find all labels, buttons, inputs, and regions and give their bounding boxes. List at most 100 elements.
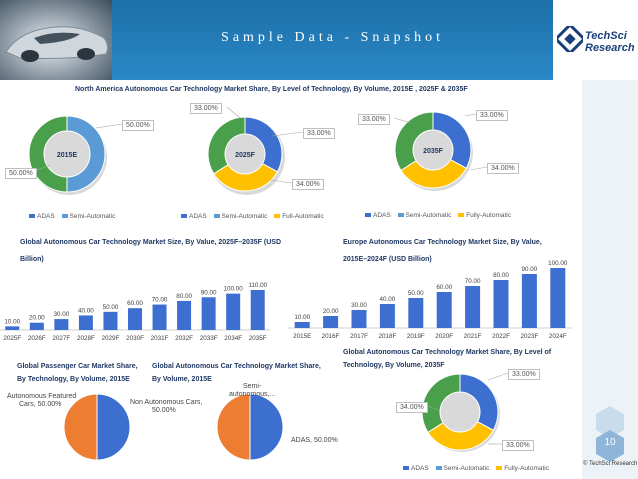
legend-adas: ADAS <box>373 212 391 219</box>
na2015-slice-1 <box>66 115 106 193</box>
europe-value-data-label-5: 50.00 <box>408 290 424 297</box>
global-value-tick-label-10: 2034F <box>224 335 242 342</box>
europe-value-data-label-3: 30.00 <box>351 302 367 309</box>
na2015-label-semi: 50.00% <box>122 120 154 131</box>
global-value-tick-label-4: 2028F <box>77 335 95 342</box>
legend-swatch-semi <box>61 214 68 219</box>
global-value-bar-2 <box>29 322 44 330</box>
global2015-title-2: By Volume, 2015E <box>152 376 212 383</box>
europe-value-title-1: Europe Autonomous Car Technology Market … <box>343 239 542 246</box>
passenger-label-auto-2: Cars, 50.00% <box>19 401 62 408</box>
global-value-bar-6 <box>128 308 142 330</box>
global2035-title-2: Technology, By Volume, 2035F <box>343 362 445 369</box>
europe-value-bar-8 <box>493 280 509 328</box>
na2025-legend: ADAS Semi-Automatic Full-Automatic <box>176 213 324 220</box>
leader-line-4 <box>271 131 304 137</box>
global2015-slice-1 <box>249 393 284 461</box>
global-value-data-label-1: 10.00 <box>4 318 20 325</box>
global2035-label-full: 34.00% <box>396 402 428 413</box>
na2035-slice-3 <box>394 111 434 172</box>
global2015-label-adas: ADAS, 50.00% <box>291 437 338 444</box>
global-value-data-label-10: 100.00 <box>224 286 244 293</box>
global-value-title-2: Billion) <box>20 256 44 263</box>
legend-swatch-semi <box>435 466 442 471</box>
global2035-legend: ADAS Semi-Automatic Fully-Automatic <box>398 465 549 472</box>
global-value-tick-label-1: 2025F <box>3 335 21 342</box>
na2035-label-semi: 33.00% <box>476 110 508 121</box>
na2015-label-adas: 50.00% <box>5 168 37 179</box>
na2025-center-label: 2025F <box>235 152 256 159</box>
global-value-data-label-8: 80.00 <box>176 293 192 300</box>
legend-semi: Semi-Automatic <box>221 213 268 220</box>
global-value-bar-7 <box>152 304 167 330</box>
global-value-data-label-5: 50.00 <box>103 304 119 311</box>
europe-value-data-label-6: 60.00 <box>436 284 452 291</box>
europe-value-data-label-10: 100.00 <box>548 260 568 267</box>
europe-value-data-label-9: 90.00 <box>522 266 538 273</box>
global-value-tick-label-11: 2035F <box>249 335 267 342</box>
europe-value-data-label-1: 10.00 <box>294 314 310 321</box>
global2015-slice-2 <box>216 393 251 461</box>
global2015-label-semi-2: autonomous,... <box>229 391 276 398</box>
global-value-bar-4 <box>78 315 93 330</box>
na2035-label-full: 34.00% <box>487 163 519 174</box>
global-value-bar-3 <box>54 319 69 330</box>
leader-line-5 <box>269 179 293 184</box>
global-value-data-label-7: 70.00 <box>152 297 168 304</box>
na2025-slice-3 <box>207 116 246 175</box>
europe-value-bar-10 <box>550 268 566 328</box>
global-value-data-label-2: 20.00 <box>29 315 45 322</box>
page-title: Sample Data - Snapshot <box>221 30 444 45</box>
page-number: 10 <box>604 437 616 448</box>
europe-value-bar-2 <box>323 316 339 328</box>
legend-full: Full-Automatic <box>282 213 324 220</box>
na2025-label-full: 34.00% <box>292 179 324 190</box>
leader-line-3 <box>226 106 241 119</box>
passenger-label-non-2: 50.00% <box>152 407 176 414</box>
legend-swatch-full <box>274 214 281 219</box>
europe-value-bar-6 <box>436 292 452 328</box>
europe-value-bar-4 <box>379 304 395 328</box>
global-value-bar-8 <box>177 300 192 330</box>
global-value-title-1: Global Autonomous Car Technology Market … <box>20 239 282 246</box>
global-value-data-label-11: 110.00 <box>248 282 267 289</box>
leader-line-6 <box>393 117 412 124</box>
global-value-bar-1 <box>5 326 20 330</box>
europe-value-tick-label-5: 2019F <box>407 333 425 340</box>
leader-line-8 <box>469 166 488 171</box>
copyright: © TechSci Research <box>583 461 638 467</box>
global-value-tick-label-2: 2026F <box>28 335 46 342</box>
legend-swatch-semi <box>213 214 220 219</box>
legend-semi: Semi-Automatic <box>443 465 490 472</box>
europe-value-tick-label-3: 2017F <box>350 333 368 340</box>
legend-swatch-adas <box>365 213 371 218</box>
global-value-data-label-6: 60.00 <box>127 300 143 307</box>
global2015-title-1: Global Autonomous Car Technology Market … <box>152 363 321 370</box>
passenger-title-2: By Technology, By Volume, 2015E <box>17 376 130 383</box>
europe-value-bar-3 <box>351 310 367 328</box>
legend-swatch-adas <box>403 466 409 471</box>
legend-adas: ADAS <box>189 213 207 220</box>
global-value-bar-9 <box>201 297 216 330</box>
global-value-tick-label-3: 2027F <box>52 335 70 342</box>
global-value-tick-label-6: 2030F <box>126 335 144 342</box>
leader-line-9 <box>487 372 509 381</box>
global2035-title-1: Global Autonomous Car Technology Market … <box>343 349 552 356</box>
na2035-legend: ADAS Semi-Automatic Fully-Automatic <box>360 212 511 219</box>
leader-line-1 <box>95 123 123 129</box>
legend-swatch-full <box>458 213 465 218</box>
europe-value-tick-label-6: 2020F <box>435 333 453 340</box>
legend-swatch-adas <box>181 214 187 219</box>
na2015-legend: ADAS Semi-Automatic <box>24 213 115 220</box>
europe-value-tick-label-10: 2024F <box>549 333 567 340</box>
europe-value-bar-7 <box>465 286 481 328</box>
europe-value-data-label-7: 70.00 <box>465 278 481 285</box>
europe-value-tick-label-9: 2023F <box>520 333 538 340</box>
legend-swatch-adas <box>29 214 35 219</box>
legend-adas: ADAS <box>411 465 429 472</box>
global-value-tick-label-7: 2031F <box>151 335 169 342</box>
europe-value-bar-5 <box>408 298 424 328</box>
na2015-center-label: 2015E <box>57 152 78 159</box>
passenger-label-auto-1: Autonomous Featured <box>7 393 77 400</box>
